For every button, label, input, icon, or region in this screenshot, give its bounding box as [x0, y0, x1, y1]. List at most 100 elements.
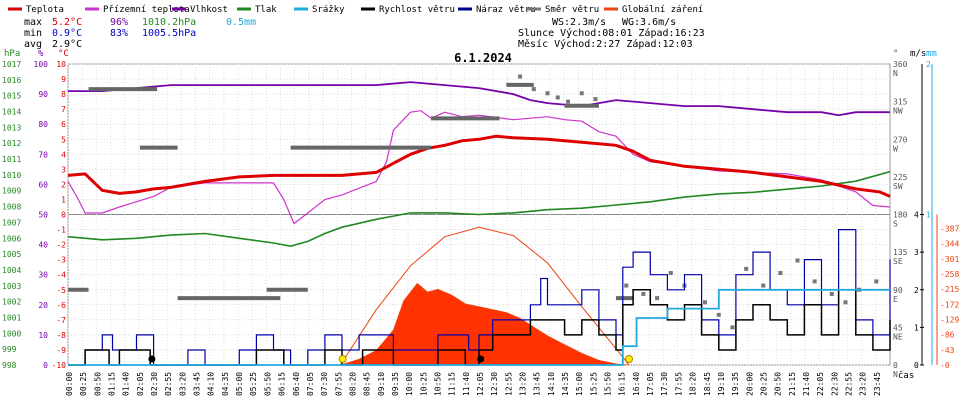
- stats-block: max 5.2°C 96% 1010.2hPa 0.5mm min 0.9°C …: [24, 17, 256, 50]
- stat-max-temp: 5.2°C: [52, 17, 82, 28]
- ms-tick: 2: [914, 286, 919, 295]
- time-tick: 13:45: [533, 372, 542, 396]
- time-axis: 00:00 00:25 00:50 01:15 01:40 02:05 02:30 02:55…: [65, 372, 882, 396]
- time-tick: 18:45: [703, 372, 712, 396]
- time-tick: 15:25: [589, 372, 598, 396]
- c-tick: 1: [61, 195, 66, 204]
- dir-deg-tick: 360: [893, 60, 908, 69]
- c-tick: 4: [61, 150, 66, 159]
- stat-min-hum: 83%: [110, 28, 128, 39]
- c-tick: 2: [61, 180, 66, 189]
- c-tick: 6: [61, 120, 66, 129]
- time-tick: 12:05: [476, 372, 485, 396]
- dir-deg-tick: 180: [893, 211, 908, 220]
- time-tick: 16:40: [632, 372, 641, 396]
- time-tick: 14:35: [561, 372, 570, 396]
- wind-direction-point: [641, 291, 646, 296]
- c-tick: -3: [56, 256, 66, 265]
- wind-direction-point: [716, 312, 721, 317]
- mm-tick: 2: [926, 60, 931, 69]
- dir-deg-tick: 270: [893, 135, 908, 144]
- hpa-tick: 1017: [2, 60, 21, 69]
- hpa-tick: 1014: [2, 108, 21, 117]
- time-tick: 00:25: [79, 372, 88, 396]
- stat-max-pres: 1010.2hPa: [142, 17, 196, 28]
- time-tick: 20:00: [745, 372, 754, 396]
- c-tick: -1: [56, 226, 66, 235]
- time-tick: 07:55: [334, 372, 343, 396]
- c-tick: 0: [61, 211, 66, 220]
- rad-tick: -387: [940, 225, 959, 234]
- dir-label-tick: E: [893, 295, 898, 304]
- time-tick: 08:20: [348, 372, 357, 396]
- wind-direction-point: [829, 291, 834, 296]
- rad-tick: -43: [940, 346, 955, 355]
- hpa-tick: 1013: [2, 123, 21, 132]
- c-tick: 3: [61, 165, 66, 174]
- time-tick: 22:55: [844, 372, 853, 396]
- hpa-tick: 1005: [2, 250, 21, 259]
- time-tick: 10:50: [433, 372, 442, 396]
- radiation-area: [340, 282, 630, 366]
- legend-label: Náraz větru: [476, 5, 536, 15]
- pct-tick: 90: [38, 90, 48, 99]
- time-tick: 10:25: [419, 372, 428, 396]
- c-tick: -7: [56, 316, 66, 325]
- dir-label-tick: NE: [893, 332, 903, 341]
- pct-tick: 0: [43, 361, 48, 370]
- time-tick: 12:30: [490, 372, 499, 396]
- c-tick: -9: [56, 346, 66, 355]
- time-tick: 17:55: [674, 372, 683, 396]
- stat-max-label: max: [24, 17, 42, 28]
- dir-deg-tick: 45: [893, 323, 903, 332]
- time-tick: 08:45: [363, 372, 372, 396]
- dir-label-tick: N: [893, 370, 898, 379]
- time-tick: 02:30: [150, 372, 159, 396]
- stat-max-hum: 96%: [110, 17, 128, 28]
- pct-tick: 50: [38, 211, 48, 220]
- hpa-tick: 1008: [2, 203, 21, 212]
- dir-label-tick: S: [893, 220, 898, 229]
- time-tick: 03:20: [178, 372, 187, 396]
- legend-label: Tlak: [255, 5, 277, 15]
- ms-tick: 4: [914, 211, 919, 220]
- time-tick: 13:20: [519, 372, 528, 396]
- moon-times: Měsíc Východ:2:27 Západ:12:03: [518, 38, 693, 50]
- rain-line: [68, 288, 890, 366]
- time-tick: 23:20: [859, 372, 868, 396]
- axis-unit-deg: °: [893, 49, 898, 59]
- time-tick: 21:15: [788, 372, 797, 396]
- stat-avg-label: avg: [24, 39, 42, 50]
- time-tick: 17:30: [660, 372, 669, 396]
- ms-tick: 0: [914, 361, 919, 370]
- hpa-tick: 1010: [2, 171, 21, 180]
- sun-times: Slunce Východ:08:01 Západ:16:23: [518, 27, 705, 39]
- c-tick: -8: [56, 331, 66, 340]
- time-tick: 21:40: [802, 372, 811, 396]
- axes: 1017101610151014101310121011101010091008…: [2, 60, 959, 379]
- legend-label: Vlhkost: [190, 5, 228, 15]
- rad-tick: -129: [940, 316, 959, 325]
- wind-direction-point: [555, 95, 560, 100]
- sunset-marker: [625, 355, 634, 363]
- time-tick: 00:00: [65, 372, 74, 396]
- hpa-tick: 1002: [2, 298, 21, 307]
- wind-direction-point: [761, 283, 766, 288]
- wind-gust-readout: WG:3.6m/s: [622, 17, 676, 28]
- hpa-tick: 1004: [2, 266, 21, 275]
- dir-deg-tick: 315: [893, 98, 908, 107]
- c-tick: -4: [56, 271, 66, 280]
- dir-deg-tick: 225: [893, 173, 908, 182]
- wind-direction-point: [593, 97, 598, 102]
- wind-direction-point: [579, 91, 584, 96]
- dir-label-tick: N: [893, 69, 898, 78]
- ms-tick: 3: [914, 248, 919, 257]
- time-tick: 09:35: [391, 372, 400, 396]
- dir-deg-tick: 135: [893, 248, 908, 257]
- series: [67, 74, 891, 366]
- hpa-tick: 998: [2, 361, 17, 370]
- wind-direction-point: [703, 300, 708, 305]
- dir-label-tick: SW: [893, 182, 903, 191]
